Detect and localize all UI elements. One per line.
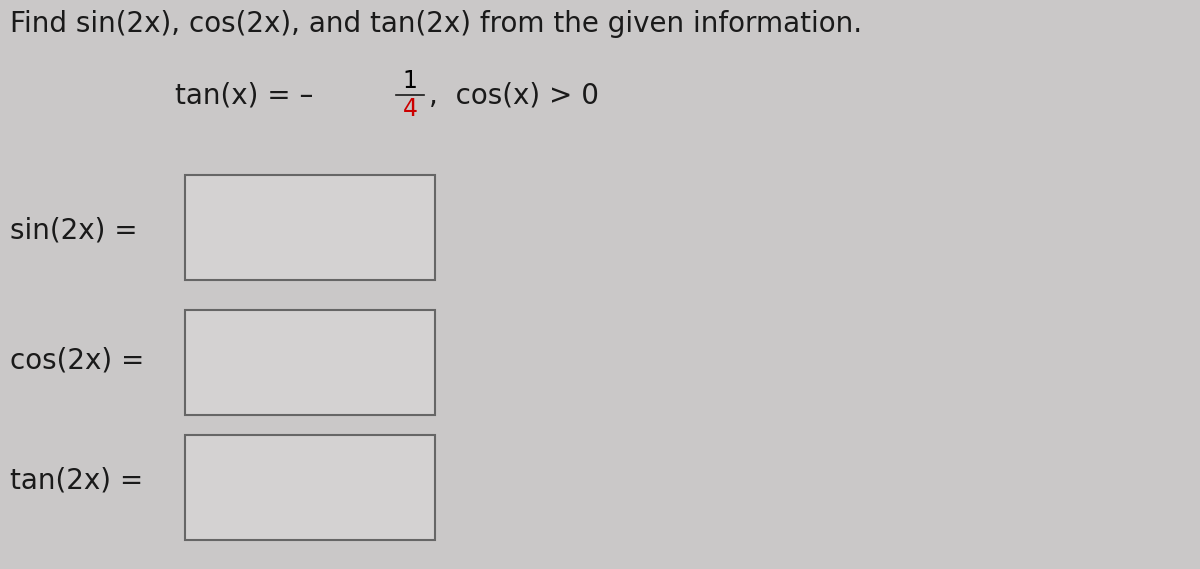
Text: sin(2x) =: sin(2x) =: [10, 216, 138, 244]
Text: 1: 1: [402, 69, 418, 93]
Text: tan(2x) =: tan(2x) =: [10, 466, 143, 494]
Bar: [185, 175, 436, 280]
Bar: [185, 310, 436, 415]
Text: cos(2x) =: cos(2x) =: [10, 346, 144, 374]
Text: ,  cos(x) > 0: , cos(x) > 0: [430, 81, 599, 109]
Bar: [185, 435, 436, 540]
Text: tan(x) = –: tan(x) = –: [175, 81, 323, 109]
Text: Find sin(2x), cos(2x), and tan(2x) from the given information.: Find sin(2x), cos(2x), and tan(2x) from …: [10, 10, 862, 38]
Text: 4: 4: [402, 97, 418, 121]
